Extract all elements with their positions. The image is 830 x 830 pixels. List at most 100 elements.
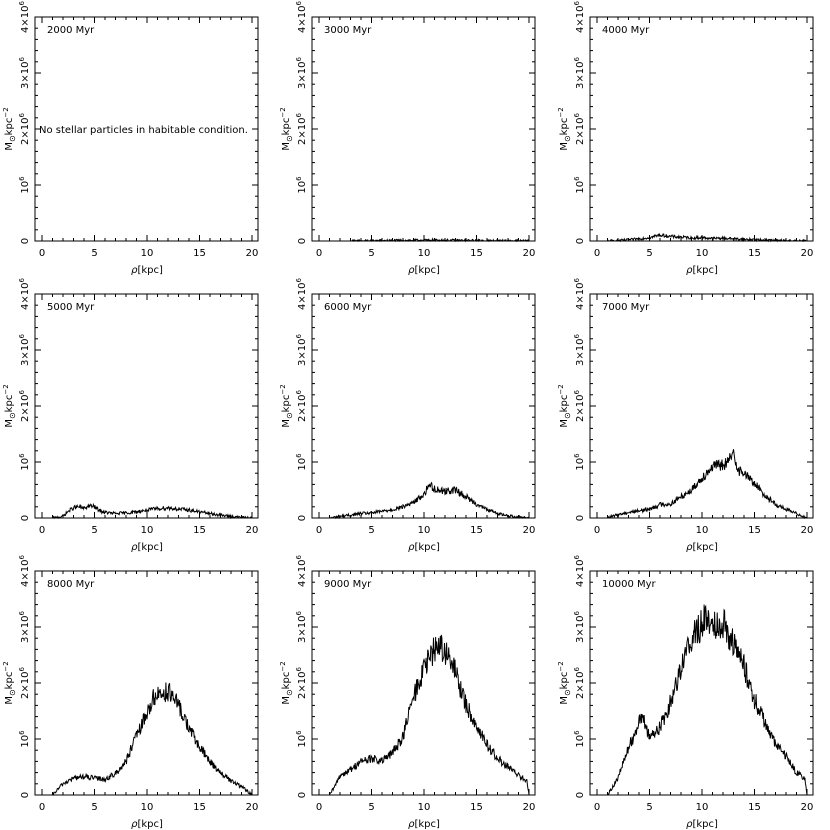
- x-tick-label: 0: [316, 802, 322, 813]
- y-tick-label: 4×106: [295, 278, 308, 310]
- series-line: [329, 481, 530, 520]
- y-axis-label: M⊙kpc−2: [2, 661, 17, 704]
- y-tick-label: 2×106: [573, 667, 586, 699]
- plot-frame: [34, 570, 259, 796]
- y-tick-label: 2×106: [18, 113, 31, 145]
- x-tick-label: 5: [91, 525, 97, 536]
- y-tick-label: 4×106: [573, 1, 586, 33]
- x-tick-label: 20: [246, 802, 259, 813]
- x-tick-label: 15: [748, 525, 761, 536]
- x-axis-label: ρ[kpc]: [131, 542, 163, 553]
- x-tick-label: 5: [91, 248, 97, 259]
- panel-annotation: No stellar particles in habitable condit…: [39, 125, 248, 136]
- x-axis-label: ρ[kpc]: [131, 265, 163, 276]
- x-tick-label: 0: [39, 525, 45, 536]
- x-tick-label: 5: [368, 802, 374, 813]
- x-tick-label: 20: [246, 248, 259, 259]
- y-axis-label: M⊙kpc−2: [557, 107, 572, 150]
- x-tick-label: 0: [316, 525, 322, 536]
- y-tick-label: 2×106: [573, 390, 586, 422]
- y-axis-label: M⊙kpc−2: [2, 384, 17, 427]
- x-axis-label: ρ[kpc]: [686, 265, 718, 276]
- y-tick-label: 3×106: [295, 57, 308, 89]
- y-tick-label: 0: [575, 792, 586, 798]
- series-line: [329, 237, 530, 243]
- x-tick-label: 0: [316, 248, 322, 259]
- y-tick-label: 3×106: [573, 611, 586, 643]
- plot-frame: [34, 293, 259, 519]
- panel-3: 0 5 10 15 20 0 106 2×106 3×106 4×106 M⊙kpc−2 ρ[kpc]…: [2, 278, 259, 553]
- y-tick-label: 106: [295, 730, 308, 748]
- x-tick-label: 5: [646, 525, 652, 536]
- y-axis-label: M⊙kpc−2: [279, 107, 294, 150]
- y-tick-label: 0: [575, 515, 586, 521]
- panel-title: 3000 Myr: [324, 25, 372, 36]
- x-tick-label: 10: [141, 248, 154, 259]
- y-tick-label: 3×106: [573, 334, 586, 366]
- x-tick-label: 10: [141, 525, 154, 536]
- y-tick-label: 4×106: [295, 555, 308, 587]
- y-tick-label: 2×106: [573, 113, 586, 145]
- x-axis-label: ρ[kpc]: [408, 542, 440, 553]
- y-tick-label: 106: [18, 176, 31, 194]
- y-tick-label: 4×106: [295, 1, 308, 33]
- y-tick-label: 106: [18, 730, 31, 748]
- y-tick-label: 2×106: [18, 390, 31, 422]
- x-tick-label: 15: [470, 525, 483, 536]
- x-tick-label: 15: [748, 248, 761, 259]
- y-tick-label: 106: [573, 453, 586, 471]
- y-tick-label: 0: [297, 238, 308, 244]
- y-tick-label: 2×106: [295, 667, 308, 699]
- x-tick-label: 15: [193, 802, 206, 813]
- x-tick-label: 15: [470, 248, 483, 259]
- x-axis-label: ρ[kpc]: [686, 819, 718, 830]
- x-tick-label: 10: [418, 525, 431, 536]
- series-line: [52, 682, 252, 797]
- x-tick-label: 20: [801, 802, 814, 813]
- panel-title: 4000 Myr: [602, 25, 650, 36]
- panel-title: 2000 Myr: [47, 25, 95, 36]
- y-tick-label: 4×106: [573, 278, 586, 310]
- panel-2: 0 5 10 15 20 0 106 2×106 3×106 4×106 M⊙kpc−2 ρ[kpc]…: [557, 1, 814, 276]
- y-axis-label: M⊙kpc−2: [279, 661, 294, 704]
- panel-8: 0 5 10 15 20 0 106 2×106 3×106 4×106 M⊙kpc−2 ρ[kpc]…: [557, 555, 814, 830]
- y-tick-label: 3×106: [295, 611, 308, 643]
- x-tick-label: 20: [246, 525, 259, 536]
- y-tick-label: 0: [20, 515, 31, 521]
- x-axis-label: ρ[kpc]: [408, 265, 440, 276]
- y-tick-label: 106: [573, 176, 586, 194]
- x-tick-label: 15: [748, 802, 761, 813]
- panel-4: 0 5 10 15 20 0 106 2×106 3×106 4×106 M⊙kpc−2 ρ[kpc]…: [279, 278, 536, 553]
- x-tick-label: 10: [696, 802, 709, 813]
- x-tick-label: 5: [646, 248, 652, 259]
- y-tick-label: 2×106: [295, 113, 308, 145]
- x-tick-label: 10: [696, 525, 709, 536]
- panel-title: 8000 Myr: [47, 579, 95, 590]
- x-tick-label: 20: [801, 525, 814, 536]
- plot-frame: [589, 16, 814, 242]
- x-tick-label: 5: [368, 248, 374, 259]
- y-tick-label: 0: [20, 792, 31, 798]
- x-tick-label: 5: [646, 802, 652, 813]
- x-tick-label: 5: [368, 525, 374, 536]
- x-tick-label: 15: [193, 525, 206, 536]
- x-tick-label: 0: [39, 802, 45, 813]
- x-axis-label: ρ[kpc]: [686, 542, 718, 553]
- y-tick-label: 2×106: [295, 390, 308, 422]
- x-tick-label: 20: [523, 802, 536, 813]
- plot-frame: [311, 293, 536, 519]
- x-tick-label: 15: [470, 802, 483, 813]
- panel-5: 0 5 10 15 20 0 106 2×106 3×106 4×106 M⊙kpc−2 ρ[kpc]…: [557, 278, 814, 553]
- y-tick-label: 4×106: [18, 278, 31, 310]
- x-tick-label: 0: [594, 802, 600, 813]
- x-axis-label: ρ[kpc]: [131, 819, 163, 830]
- panel-1: 0 5 10 15 20 0 106 2×106 3×106 4×106 M⊙kpc−2 ρ[kpc]…: [279, 1, 536, 276]
- y-tick-label: 2×106: [18, 667, 31, 699]
- y-tick-label: 106: [18, 453, 31, 471]
- series-line: [52, 502, 252, 520]
- y-tick-label: 0: [297, 792, 308, 798]
- series-line: [607, 449, 808, 520]
- y-tick-label: 3×106: [18, 57, 31, 89]
- y-tick-label: 4×106: [573, 555, 586, 587]
